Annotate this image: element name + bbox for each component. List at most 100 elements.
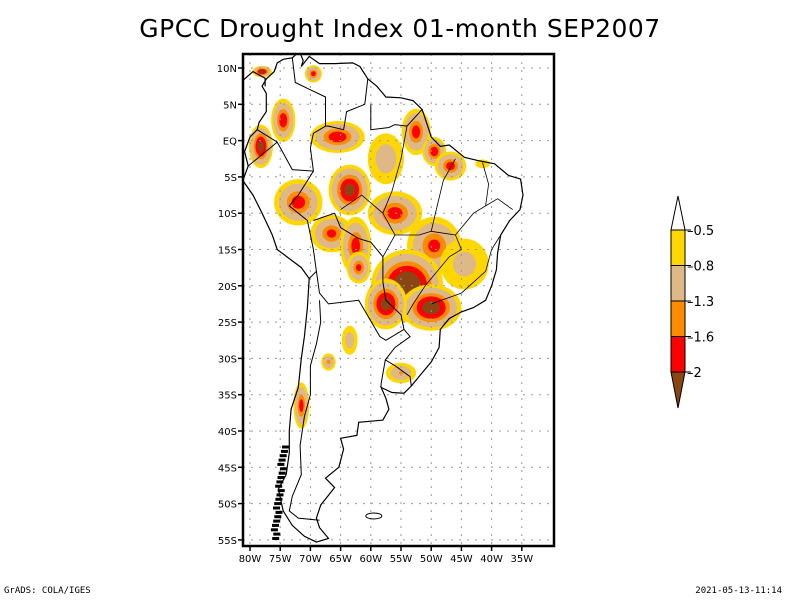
fjord-islands <box>280 449 288 453</box>
anomaly-layer <box>248 65 490 429</box>
colorbar-segment-bottom <box>670 371 686 409</box>
contour-level-4 <box>412 125 421 139</box>
y-tick-label: 35S <box>218 391 237 402</box>
coastline-central-america <box>243 70 266 87</box>
country-border <box>247 141 278 167</box>
country-border <box>313 212 405 341</box>
anomaly-amazon-central <box>328 164 371 216</box>
anomaly-ecuador <box>248 124 273 169</box>
contour-level-4 <box>430 146 439 157</box>
grads-credit: GrADS: COLA/IGES <box>4 586 91 596</box>
anomaly-minas-gerais <box>440 238 489 290</box>
falkland-islands <box>365 512 383 520</box>
fjord-islands <box>279 454 287 458</box>
coastline <box>243 54 524 543</box>
anomaly-paraguay <box>364 278 407 330</box>
fjord-islands <box>274 515 282 519</box>
y-tick-label: 20S <box>218 282 237 293</box>
fjord-islands <box>273 532 281 536</box>
state-border <box>430 158 456 232</box>
y-tick-label: 5N <box>223 100 237 111</box>
anomaly-parana <box>401 284 462 331</box>
x-tick-label: 70W <box>299 554 322 565</box>
fjord-islands <box>277 476 285 479</box>
x-tick-label: 45W <box>450 554 473 565</box>
country-border <box>288 300 322 521</box>
country-border <box>370 104 423 131</box>
fjord-islands <box>276 493 284 497</box>
state-border <box>382 126 408 214</box>
contour-level-3 <box>398 371 404 375</box>
y-tick-label: 45S <box>218 463 237 474</box>
x-tick-label: 75W <box>269 554 292 565</box>
y-tick-label: 15S <box>218 246 237 257</box>
anomaly-uruguay <box>385 362 417 384</box>
anomaly-maranhao <box>434 151 467 181</box>
contour-level-5 <box>380 297 392 311</box>
contour-level-5 <box>422 300 441 315</box>
country-border <box>325 78 369 131</box>
contour-level-4 <box>326 229 337 238</box>
y-tick-label: 30S <box>218 354 237 365</box>
fjord-islands <box>274 502 282 506</box>
coastline-layer <box>243 54 524 543</box>
colorbar-label: –0.5 <box>687 224 714 239</box>
fjord-islands <box>278 471 286 475</box>
fjord-islands <box>277 489 285 493</box>
contour-level-4 <box>291 195 306 209</box>
anomaly-colombia-west <box>271 98 296 143</box>
state-border <box>340 194 396 236</box>
colorbar-label: –1.6 <box>687 331 714 346</box>
colorbar-label: –1.3 <box>687 295 714 310</box>
colorbar-label: –0.8 <box>687 260 714 275</box>
contour-level-4 <box>387 207 403 220</box>
fjord-islands <box>277 462 285 466</box>
contour-level-2 <box>452 251 477 277</box>
fjord-islands <box>275 484 283 488</box>
chart-title: GPCC Drought Index 01-month SEP2007 <box>139 14 661 43</box>
fjord-islands <box>278 458 286 462</box>
fjord-islands <box>275 510 283 514</box>
contour-level-5 <box>344 183 355 197</box>
contour-level-4 <box>428 239 441 253</box>
country-border <box>380 359 386 388</box>
state-border <box>485 198 513 210</box>
anomaly-amazon-north <box>310 120 365 153</box>
x-tick-label: 80W <box>239 554 262 565</box>
fjord-islands <box>282 445 289 449</box>
contour-level-4 <box>299 399 304 413</box>
contour-level-4 <box>279 113 288 128</box>
fjord-islands <box>273 519 281 523</box>
y-tick-label: 55S <box>218 536 237 547</box>
fjord-islands <box>270 528 278 532</box>
x-tick-label: 60W <box>359 554 382 565</box>
colorbar-segment <box>670 300 686 337</box>
y-tick-label: 25S <box>218 318 237 329</box>
anomaly-rondonia <box>367 191 423 235</box>
y-tick-label: 5S <box>224 173 237 184</box>
contour-level-4 <box>446 161 455 171</box>
contour-level-2 <box>345 331 355 349</box>
anomaly-para-central <box>367 133 404 185</box>
anomaly-argentina-center <box>321 353 336 371</box>
colorbar-segment <box>670 229 686 266</box>
y-tick-label: 40S <box>218 427 237 438</box>
fjord-islands <box>273 506 280 510</box>
state-border <box>382 230 462 315</box>
fjord-islands <box>276 480 284 484</box>
fjord-islands <box>275 497 283 501</box>
state-border <box>431 234 502 305</box>
contour-level-4 <box>356 264 362 272</box>
y-tick-label: 50S <box>218 500 237 511</box>
fjord-islands <box>279 467 287 471</box>
anomaly-amazon-west <box>274 179 323 226</box>
colorbar: –0.5 –0.8 –1.3 –1.6 –2 <box>670 195 714 409</box>
map-frame <box>241 52 556 548</box>
colorbar-segment <box>670 265 686 302</box>
fjord-islands <box>272 537 280 540</box>
x-tick-label: 35W <box>510 554 533 565</box>
contour-level-4 <box>311 71 316 77</box>
y-tick-label: 10S <box>218 209 237 220</box>
x-tick-label: 50W <box>420 554 443 565</box>
